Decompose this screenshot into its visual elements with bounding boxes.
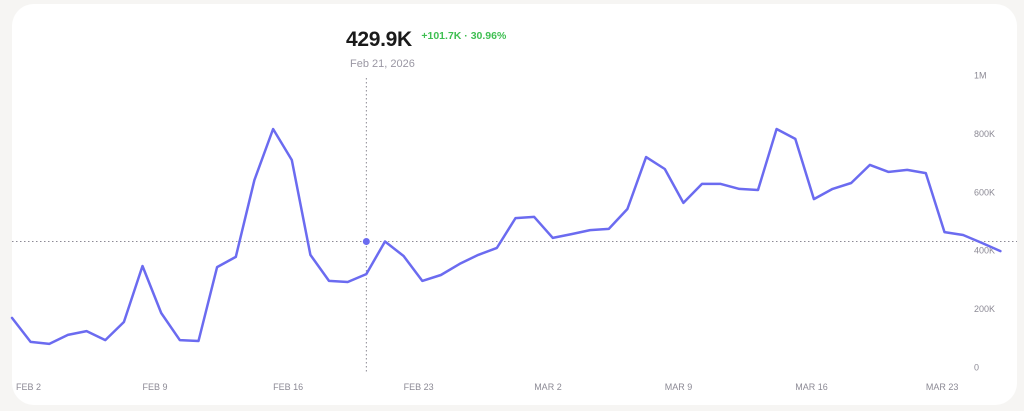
x-tick-label: FEB 16 bbox=[273, 382, 303, 392]
x-tick-label: FEB 2 bbox=[16, 382, 41, 392]
hover-point[interactable] bbox=[362, 237, 370, 245]
y-tick-label: 200K bbox=[974, 304, 995, 314]
series-line bbox=[10, 127, 1002, 346]
tooltip-date: Feb 21, 2026 bbox=[350, 58, 415, 70]
x-tick-label: MAR 2 bbox=[534, 382, 562, 392]
y-tick-label: 800K bbox=[974, 129, 995, 139]
x-tick-label: MAR 16 bbox=[795, 382, 828, 392]
y-tick-label: 1M bbox=[974, 71, 987, 81]
y-tick-label: 400K bbox=[974, 246, 995, 256]
y-tick-label: 600K bbox=[974, 187, 995, 197]
tooltip-value: 429.9K bbox=[346, 28, 412, 51]
y-axis: 0 200K 400K 600K 800K 1M bbox=[974, 71, 995, 373]
y-tick-label: 0 bbox=[974, 363, 979, 373]
tooltip-header: 429.9K +101.7K · 30.96% bbox=[346, 28, 506, 52]
x-axis: FEB 2 FEB 9 FEB 16 FEB 23 MAR 2 MAR 9 MAR 16 MA… bbox=[16, 382, 958, 392]
tooltip-change: +101.7K · 30.96% bbox=[421, 30, 507, 42]
x-tick-label: MAR 23 bbox=[926, 382, 959, 392]
x-tick-label: FEB 23 bbox=[404, 382, 434, 392]
x-tick-label: MAR 9 bbox=[665, 382, 693, 392]
x-tick-label: FEB 9 bbox=[143, 382, 168, 392]
